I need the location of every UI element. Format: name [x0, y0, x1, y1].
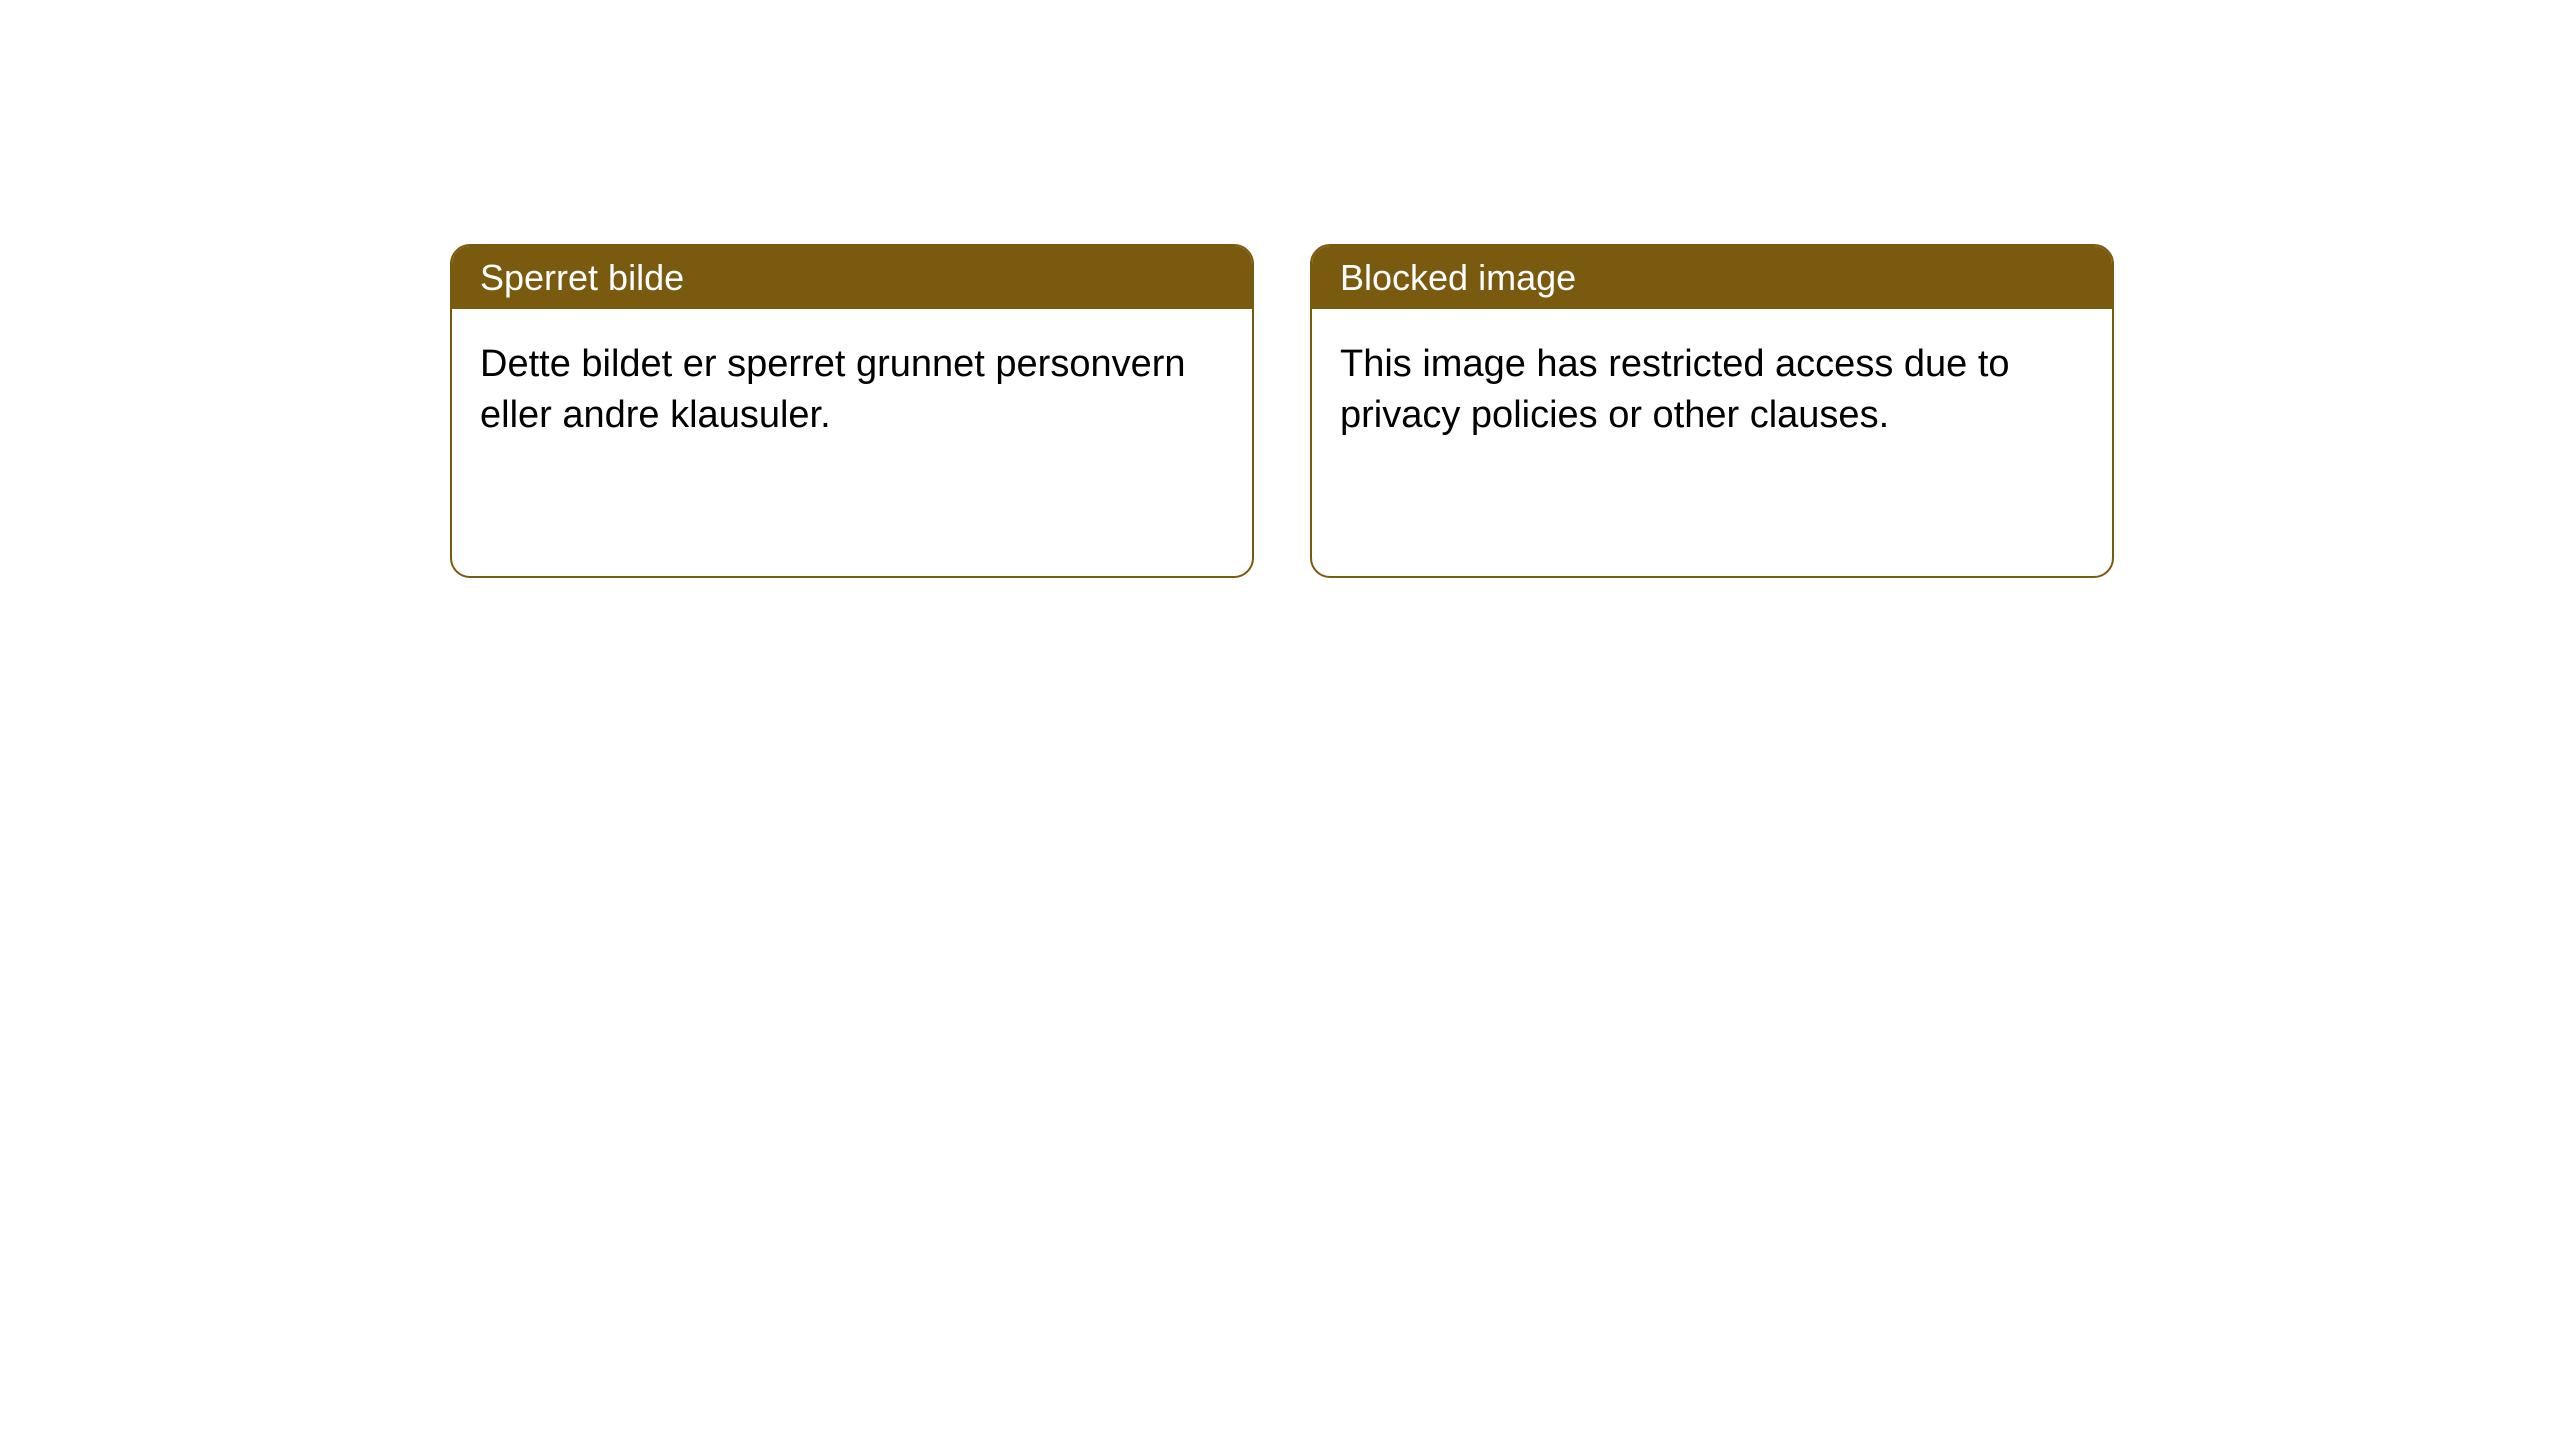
card-body-en: This image has restricted access due to …: [1312, 309, 2112, 472]
blocked-image-card-no: Sperret bilde Dette bildet er sperret gr…: [450, 244, 1254, 578]
card-body-no: Dette bildet er sperret grunnet personve…: [452, 309, 1252, 472]
blocked-image-card-en: Blocked image This image has restricted …: [1310, 244, 2114, 578]
card-header-en: Blocked image: [1312, 246, 2112, 309]
cards-container: Sperret bilde Dette bildet er sperret gr…: [450, 244, 2114, 578]
card-header-no: Sperret bilde: [452, 246, 1252, 309]
